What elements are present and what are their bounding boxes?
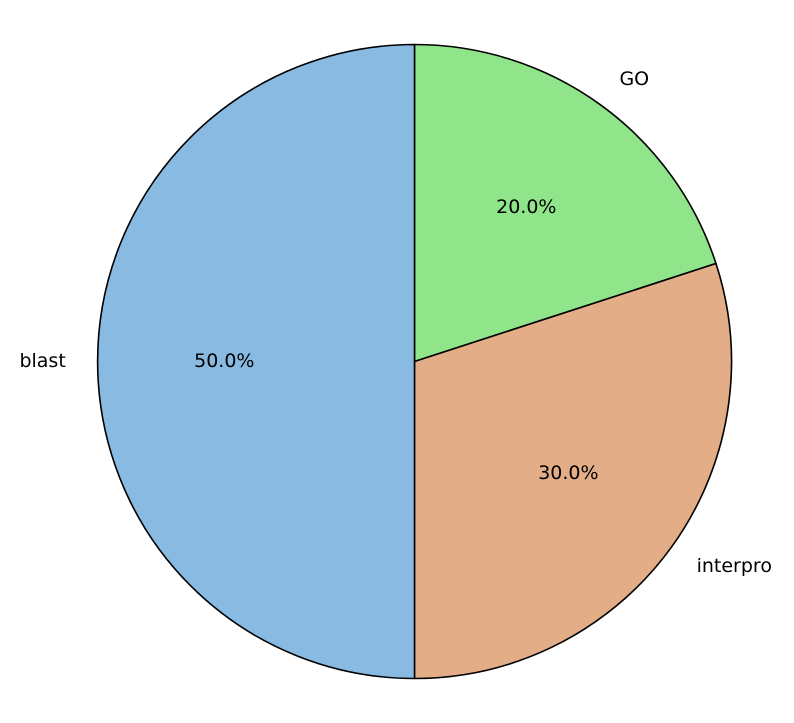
- pie-slice-blast: [96, 43, 416, 680]
- slice-label-interpro: interpro: [697, 555, 772, 577]
- pie-slices: [96, 43, 733, 680]
- pie-slice-go: [413, 43, 717, 363]
- pie-labels: GO 20.0% interpro 30.0% blast 50.0%: [19, 68, 772, 577]
- slice-percent-blast: 50.0%: [194, 350, 254, 372]
- pie-slice-interpro: [413, 262, 733, 680]
- slice-label-go: GO: [619, 68, 649, 90]
- slice-percent-go: 20.0%: [496, 196, 556, 218]
- slice-label-blast: blast: [19, 350, 65, 372]
- slice-percent-interpro: 30.0%: [538, 462, 598, 484]
